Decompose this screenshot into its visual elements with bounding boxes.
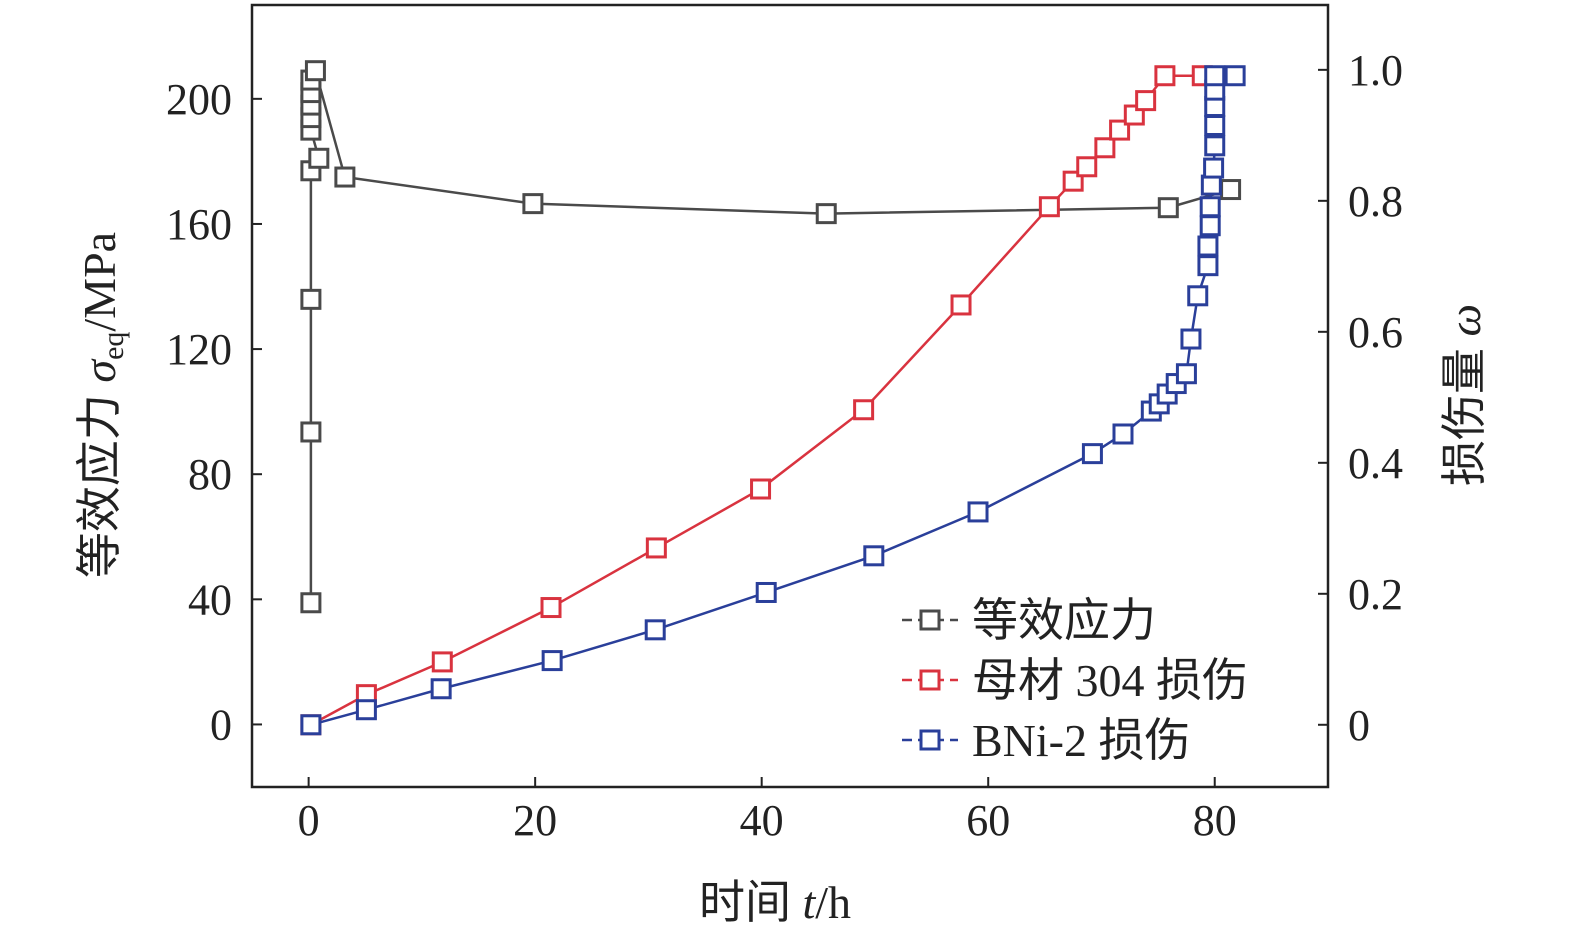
- data-point: [1180, 328, 1202, 350]
- x-tick-label: 20: [513, 796, 557, 845]
- data-point: [1199, 215, 1221, 237]
- left-y-axis-ticks: 0 40 80 120 160 200: [166, 75, 262, 749]
- data-point: [1197, 235, 1219, 257]
- data-point: [1081, 443, 1103, 465]
- data-point: [1200, 174, 1222, 196]
- data-point: [541, 650, 563, 672]
- data-point: [950, 294, 972, 316]
- data-point: [300, 714, 322, 736]
- left-y-tick-label: 0: [210, 700, 232, 749]
- data-point: [1112, 423, 1134, 445]
- data-point: [1094, 137, 1116, 159]
- data-point: [355, 699, 377, 721]
- legend-label: 等效应力: [972, 595, 1156, 646]
- left-y-tick-label: 40: [188, 575, 232, 624]
- data-point: [1135, 90, 1157, 112]
- data-point: [1203, 157, 1225, 179]
- data-point: [430, 678, 452, 700]
- series-group: [300, 60, 1246, 736]
- data-point: [308, 147, 330, 169]
- data-point: [1038, 196, 1060, 218]
- right-y-tick-label: 0.8: [1348, 177, 1403, 226]
- data-point: [644, 619, 666, 641]
- left-y-tick-label: 160: [166, 200, 232, 249]
- x-tick-label: 60: [966, 796, 1010, 845]
- data-point: [1220, 179, 1242, 201]
- data-point: [522, 193, 544, 215]
- x-axis-ticks: 0 20 40 60 80: [298, 777, 1237, 845]
- data-point: [1197, 255, 1219, 277]
- data-point: [300, 288, 322, 310]
- x-axis-label: 时间 t/h: [699, 877, 851, 928]
- legend-marker: [919, 729, 941, 751]
- data-point: [645, 537, 667, 559]
- data-point: [431, 651, 453, 673]
- data-point: [1076, 156, 1098, 178]
- left-y-axis-label: 等效应力 σeq/MPa: [74, 232, 130, 578]
- right-y-tick-label: 0: [1348, 701, 1370, 750]
- data-point: [1109, 119, 1131, 141]
- data-point: [755, 581, 777, 603]
- data-point: [334, 166, 356, 188]
- data-point: [750, 478, 772, 500]
- legend-marker: [919, 609, 941, 631]
- data-point: [1204, 115, 1226, 137]
- data-point: [1199, 196, 1221, 218]
- x-tick-label: 0: [298, 796, 320, 845]
- right-y-tick-label: 0.6: [1348, 308, 1403, 357]
- data-point: [540, 597, 562, 619]
- plot-frame: [250, 3, 1330, 789]
- legend-marker: [919, 669, 941, 691]
- legend-label: BNi-2 损伤: [972, 715, 1191, 766]
- data-point: [863, 545, 885, 567]
- right-y-tick-label: 0.2: [1348, 570, 1403, 619]
- right-y-tick-label: 0.4: [1348, 439, 1403, 488]
- data-point: [1204, 65, 1226, 87]
- data-point: [853, 399, 875, 421]
- right-y-axis-label: 损伤量 ω: [1439, 304, 1490, 486]
- data-point: [304, 60, 326, 82]
- right-y-axis-ticks: 0 0.2 0.4 0.6 0.8 1.0: [1318, 46, 1403, 750]
- data-point: [1154, 65, 1176, 87]
- data-point: [1175, 363, 1197, 385]
- left-y-tick-label: 200: [166, 75, 232, 124]
- data-point: [300, 592, 322, 614]
- series-line: [309, 67, 1231, 603]
- data-point: [1224, 65, 1246, 87]
- x-tick-label: 40: [740, 796, 784, 845]
- data-point: [300, 421, 322, 443]
- left-y-tick-label: 120: [166, 325, 232, 374]
- data-point: [815, 203, 837, 225]
- left-y-tick-label: 80: [188, 450, 232, 499]
- legend-label: 母材 304 损伤: [972, 655, 1248, 706]
- data-point: [1204, 135, 1226, 157]
- data-point: [1187, 285, 1209, 307]
- x-tick-label: 80: [1193, 796, 1237, 845]
- right-y-tick-label: 1.0: [1348, 46, 1403, 95]
- data-point: [1157, 197, 1179, 219]
- data-point: [967, 501, 989, 523]
